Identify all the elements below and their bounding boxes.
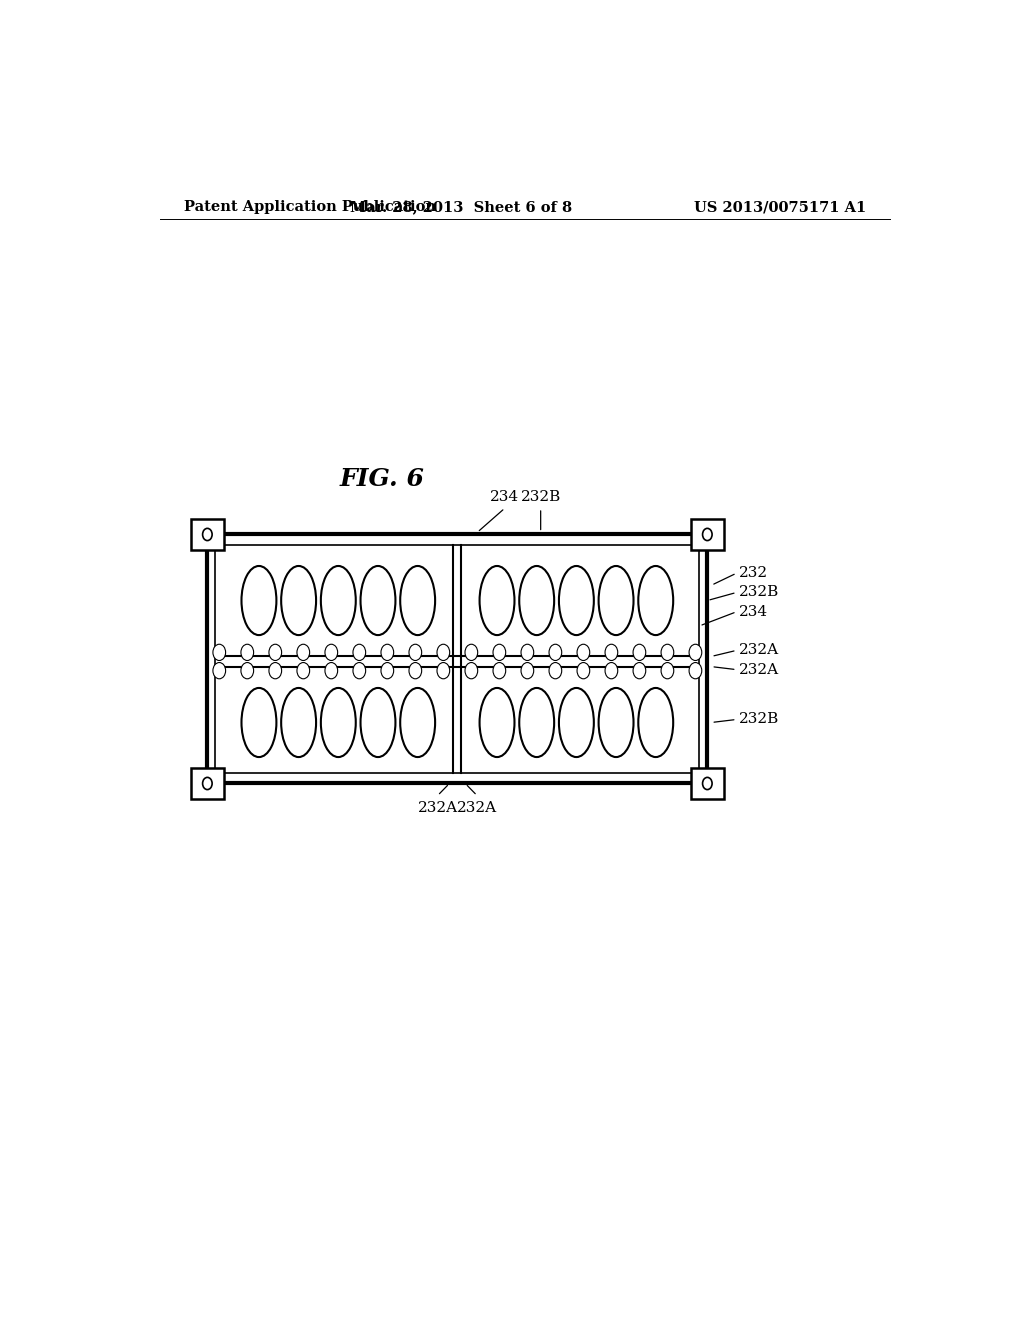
Circle shape: [578, 644, 590, 660]
Circle shape: [213, 644, 225, 660]
Circle shape: [549, 663, 562, 678]
Ellipse shape: [519, 566, 554, 635]
Ellipse shape: [519, 688, 554, 758]
Ellipse shape: [400, 688, 435, 758]
Text: 232A: 232A: [457, 801, 498, 814]
Ellipse shape: [479, 566, 514, 635]
Text: 232A: 232A: [739, 643, 779, 657]
Bar: [190, 519, 224, 549]
Circle shape: [605, 663, 617, 678]
Circle shape: [213, 663, 225, 678]
Text: 234: 234: [739, 605, 768, 619]
Ellipse shape: [400, 566, 435, 635]
Circle shape: [325, 644, 338, 660]
Circle shape: [269, 644, 282, 660]
Ellipse shape: [282, 566, 316, 635]
Circle shape: [662, 644, 674, 660]
Text: 232: 232: [739, 566, 768, 579]
Circle shape: [409, 663, 422, 678]
Bar: [207, 535, 708, 784]
Circle shape: [493, 663, 506, 678]
Text: 232B: 232B: [739, 713, 779, 726]
Ellipse shape: [360, 688, 395, 758]
Circle shape: [325, 663, 338, 678]
Circle shape: [521, 663, 534, 678]
Circle shape: [409, 644, 422, 660]
Ellipse shape: [599, 566, 634, 635]
Circle shape: [521, 644, 534, 660]
Circle shape: [662, 663, 674, 678]
Circle shape: [633, 663, 646, 678]
Text: US 2013/0075171 A1: US 2013/0075171 A1: [694, 201, 866, 214]
Ellipse shape: [242, 566, 276, 635]
Circle shape: [689, 663, 701, 678]
Circle shape: [437, 663, 450, 678]
Text: FIG. 6: FIG. 6: [340, 466, 424, 491]
Circle shape: [689, 644, 701, 660]
Circle shape: [297, 663, 309, 678]
Ellipse shape: [638, 566, 673, 635]
Circle shape: [605, 644, 617, 660]
Circle shape: [241, 663, 254, 678]
Ellipse shape: [321, 566, 355, 635]
Circle shape: [549, 644, 562, 660]
Circle shape: [297, 644, 309, 660]
Text: 232B: 232B: [739, 585, 779, 599]
Circle shape: [437, 644, 450, 660]
Text: Patent Application Publication: Patent Application Publication: [183, 201, 435, 214]
Bar: [690, 519, 724, 549]
Ellipse shape: [599, 688, 634, 758]
Ellipse shape: [321, 688, 355, 758]
Ellipse shape: [559, 566, 594, 635]
Circle shape: [633, 644, 646, 660]
Circle shape: [381, 644, 393, 660]
Circle shape: [269, 663, 282, 678]
Ellipse shape: [242, 688, 276, 758]
Circle shape: [353, 663, 366, 678]
Text: 232B: 232B: [520, 490, 561, 504]
Bar: [190, 768, 224, 799]
Text: 232A: 232A: [418, 801, 458, 814]
Ellipse shape: [479, 688, 514, 758]
Ellipse shape: [360, 566, 395, 635]
Bar: [215, 545, 699, 774]
Circle shape: [241, 644, 254, 660]
Ellipse shape: [638, 688, 673, 758]
Text: Mar. 28, 2013  Sheet 6 of 8: Mar. 28, 2013 Sheet 6 of 8: [350, 201, 572, 214]
Ellipse shape: [282, 688, 316, 758]
Circle shape: [493, 644, 506, 660]
Circle shape: [465, 663, 478, 678]
Bar: [690, 768, 724, 799]
Circle shape: [353, 644, 366, 660]
Circle shape: [381, 663, 393, 678]
Text: 232A: 232A: [739, 663, 779, 677]
Circle shape: [578, 663, 590, 678]
Circle shape: [465, 644, 478, 660]
Text: 234: 234: [490, 490, 519, 504]
Ellipse shape: [559, 688, 594, 758]
